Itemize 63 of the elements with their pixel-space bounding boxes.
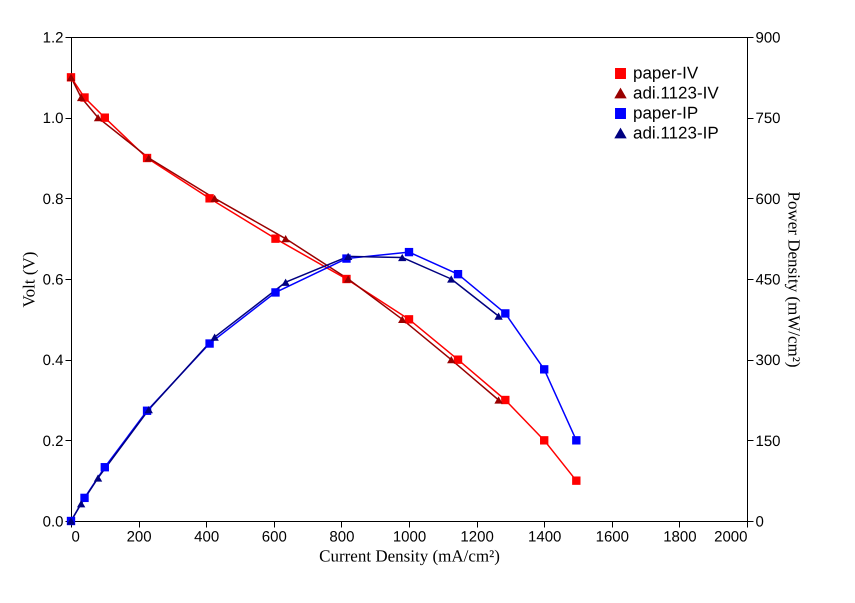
legend-label: adi.1123-IP	[633, 124, 719, 142]
point	[205, 339, 214, 348]
y-tick-label: 0.2	[42, 432, 64, 450]
y2-axis-title: Power Density (mW/cm²)	[784, 191, 804, 368]
point	[94, 474, 102, 482]
point	[404, 315, 414, 324]
point	[454, 355, 462, 364]
y-tick-label: 0.8	[42, 190, 64, 208]
point	[281, 278, 290, 286]
y-tick-label: 1.0	[42, 110, 64, 128]
point	[100, 113, 109, 122]
y-axis-title: Volt (V)	[20, 252, 39, 308]
y2-tick-label: 0	[756, 514, 764, 530]
point	[398, 316, 406, 323]
point	[447, 275, 456, 283]
point	[271, 288, 280, 297]
point	[271, 234, 280, 243]
y2-tick-label: 750	[756, 110, 781, 128]
x-tick-label: 200	[126, 528, 152, 546]
y2-tick-label: 900	[756, 30, 781, 46]
legend-label: adi.1123-IV	[633, 84, 720, 102]
point	[447, 356, 456, 364]
point	[100, 463, 109, 472]
point	[80, 494, 89, 502]
point	[76, 94, 86, 102]
point	[540, 436, 548, 445]
legend-label: paper-IV	[633, 64, 699, 82]
x-tick-label: 1400	[528, 528, 562, 546]
y-tick-label: 0.0	[42, 514, 64, 530]
point	[501, 396, 510, 404]
point	[572, 476, 580, 485]
x-tick-label: 1600	[596, 528, 629, 546]
point	[454, 270, 462, 278]
point	[344, 252, 352, 260]
x-tick-label: 0	[72, 528, 80, 546]
x-tick-label: 400	[194, 528, 220, 546]
x-tick-label: 1200	[460, 528, 494, 546]
y-tick-label: 1.2	[42, 30, 64, 46]
y-tick-label: 0.4	[42, 352, 64, 370]
y2-tick-label: 600	[756, 190, 781, 208]
point	[494, 312, 503, 320]
point	[404, 248, 414, 256]
point	[501, 309, 510, 318]
legend-label: paper-IP	[633, 104, 698, 122]
y2-tick-label: 300	[756, 352, 781, 370]
x-tick-label: 600	[262, 528, 287, 546]
y2-tick-label: 150	[756, 432, 781, 450]
y2-tick-label: 450	[756, 272, 781, 288]
point	[540, 365, 548, 374]
x-axis-title: Current Density (mA/cm²)	[319, 546, 500, 566]
point	[210, 333, 219, 341]
point	[281, 235, 290, 242]
point	[76, 500, 86, 508]
x-tick-label: 2000	[714, 528, 748, 546]
point	[94, 114, 102, 122]
y-tick-label: 0.6	[42, 272, 64, 288]
x-tick-label: 800	[329, 528, 354, 546]
point	[210, 194, 219, 202]
x-tick-label: 1000	[392, 528, 426, 546]
point	[494, 396, 503, 404]
x-tick-label: 1800	[663, 528, 697, 546]
point	[398, 254, 406, 262]
point	[572, 436, 580, 445]
